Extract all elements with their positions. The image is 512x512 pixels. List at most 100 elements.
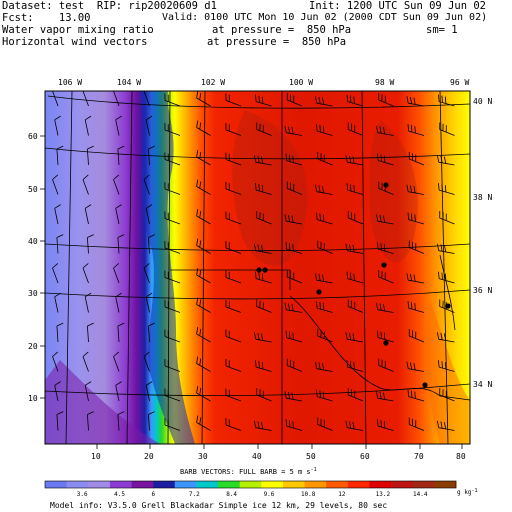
wind-barb [164, 122, 181, 136]
wind-barb [346, 360, 364, 372]
wind-barb [315, 184, 333, 195]
wind-barb [284, 214, 303, 225]
lat-label-40n: 40 N [473, 97, 492, 106]
wind-barb [54, 381, 61, 402]
wind-barb [254, 155, 272, 166]
color-bar-swatch [261, 481, 284, 488]
wind-barb [346, 271, 364, 284]
wind-barb [145, 292, 153, 313]
wind-barb [54, 115, 61, 136]
color-bar-unit-text: g kg [457, 489, 472, 496]
wind-barb [285, 330, 303, 343]
wind-barb [377, 153, 394, 166]
wind-barb [256, 122, 272, 136]
color-bar-swatch [282, 481, 305, 488]
wind-barb [225, 152, 242, 166]
wind-barb [164, 240, 181, 254]
wind-barb [376, 214, 394, 225]
color-bar-label: 13.2 [376, 491, 391, 498]
lat-label-36n: 36 N [473, 286, 492, 295]
wind-barb [82, 263, 89, 284]
lon-label-96w: 96 W [450, 78, 469, 87]
wind-barb [406, 96, 425, 107]
color-bar-label: 10.8 [301, 491, 316, 498]
color-bar-frame [44, 480, 457, 489]
color-bar-label: 7.2 [189, 491, 200, 498]
header-line1-right: Init: 1200 UTC Sun 09 Jun 02 [309, 0, 487, 12]
wind-barb [82, 174, 89, 195]
header-line3-right: sm= 1 [426, 24, 458, 36]
wind-barb [143, 351, 150, 372]
header-line1-left: Dataset: test RIP: rip20020609 d1 [2, 0, 217, 12]
color-bar-swatch [412, 481, 435, 488]
wind-barb [408, 240, 425, 254]
plot-frame [44, 90, 471, 445]
wind-barb [113, 174, 120, 195]
wind-barb [225, 122, 242, 136]
x-grid-label-80: 80 [456, 452, 466, 461]
wind-barb [285, 242, 303, 254]
model-info-footer: Model info: V3.5.0 Grell Blackadar Simpl… [50, 501, 387, 510]
y-grid-label-60: 60 [28, 132, 38, 141]
wind-barb [255, 94, 272, 107]
wind-barb [225, 93, 242, 107]
wind-barbs [52, 91, 455, 431]
color-bar-unit: g kg-1 [457, 488, 477, 496]
color-bar-label: 3.6 [77, 491, 88, 498]
wind-barb [347, 299, 364, 313]
wind-barb [164, 388, 181, 402]
wind-barb [347, 210, 364, 225]
color-bar-swatch [196, 481, 219, 488]
wind-barb [284, 302, 303, 313]
lat-label-34n: 34 N [473, 380, 492, 389]
wind-barb [225, 181, 242, 195]
wind-barb [377, 330, 394, 343]
wind-barb [315, 361, 333, 372]
wind-barb [377, 419, 394, 431]
y-grid-label-50: 50 [28, 185, 38, 194]
wind-barb [164, 417, 181, 431]
color-bar-swatch [304, 481, 327, 488]
color-bar-label: 6 [151, 491, 155, 498]
wind-barb [117, 234, 125, 254]
color-bar [44, 480, 457, 489]
wind-barb [376, 391, 394, 402]
wind-barb [164, 358, 181, 372]
dark-red-core-2 [369, 120, 418, 263]
x-grid-label-20: 20 [144, 452, 154, 461]
wind-barb [315, 273, 333, 284]
color-bar-label: 4.5 [114, 491, 125, 498]
wind-barb [317, 151, 333, 166]
purple-moist-tongue [45, 360, 160, 444]
wind-barb [164, 93, 181, 107]
wind-barb [84, 292, 92, 313]
wind-barb [346, 94, 364, 107]
color-bar-swatch [434, 481, 457, 488]
barb-caption: BARB VECTORS: FULL BARB = 5 m s-1 [180, 467, 317, 476]
color-bar-swatch [239, 481, 262, 488]
wind-barb [316, 301, 333, 313]
wind-barb [439, 210, 455, 225]
wind-barb [345, 155, 364, 166]
wind-barb [196, 179, 211, 195]
wind-barb [225, 388, 242, 402]
wind-barb [164, 299, 181, 313]
lon-label-100w: 100 W [289, 78, 313, 87]
color-bar-swatch [218, 481, 240, 488]
wind-barb [345, 332, 364, 343]
header-line2-left: Fcst: 13.00 [2, 12, 91, 24]
header-line4-left: Horizontal wind vectors [2, 36, 148, 48]
wind-barb [225, 270, 242, 284]
wind-barb [117, 145, 125, 166]
wind-barb [256, 387, 272, 402]
wind-barb [408, 151, 425, 166]
wind-barb [148, 145, 155, 166]
x-grid-label-50: 50 [306, 452, 316, 461]
wind-barb [439, 387, 455, 402]
lon-label-104w: 104 W [117, 78, 141, 87]
wind-barb [196, 120, 211, 136]
header-line3-left: Water vapor mixing ratio [2, 24, 154, 36]
wind-barb [56, 145, 64, 166]
wind-barb [316, 212, 333, 225]
wind-barb [52, 263, 59, 284]
